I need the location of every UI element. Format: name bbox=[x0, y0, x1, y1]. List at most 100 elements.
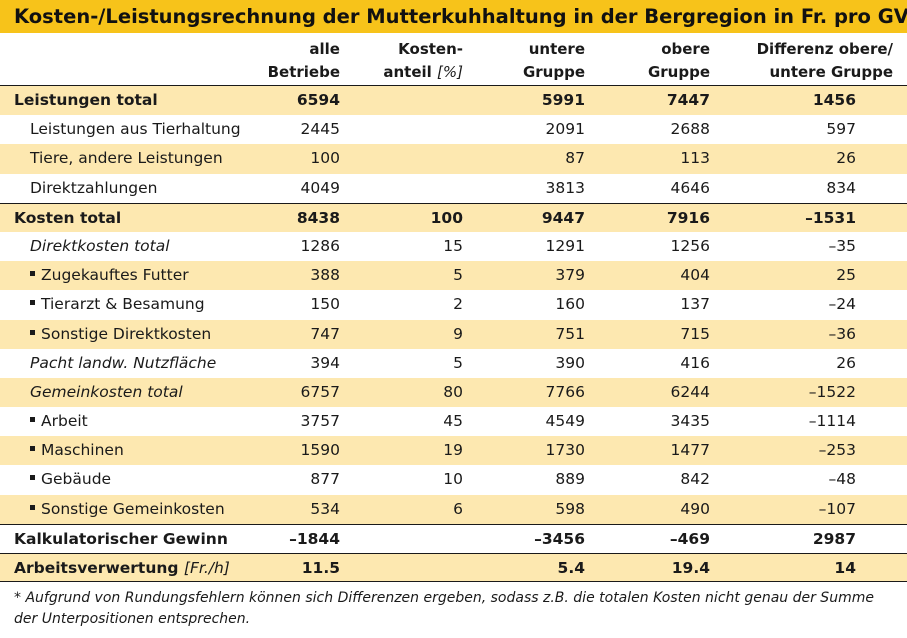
cell-differenz: 1456 bbox=[812, 91, 856, 109]
cell-kostenanteil: 2 bbox=[453, 295, 463, 314]
cell-differenz: 26 bbox=[836, 149, 856, 168]
cell-differenz: –48 bbox=[828, 470, 856, 489]
bullet-icon bbox=[30, 417, 35, 423]
cell-obere-gruppe: 113 bbox=[680, 149, 710, 168]
footnote: * Aufgrund von Rundungsfehlern können si… bbox=[14, 590, 874, 627]
cell-obere-gruppe: 6244 bbox=[670, 382, 710, 401]
cell-alle-betriebe: 4049 bbox=[300, 178, 340, 197]
row-zugekauftes-futter: Zugekauftes Futter 388 5 379 404 25 bbox=[0, 261, 907, 291]
table-header: alle Betriebe Kosten- anteil [%] untere … bbox=[0, 35, 907, 85]
cell-obere-gruppe: 2688 bbox=[670, 120, 710, 139]
cell-kostenanteil: 10 bbox=[443, 470, 463, 489]
cell-alle-betriebe: 877 bbox=[310, 470, 340, 489]
cell-kostenanteil: 45 bbox=[443, 412, 463, 431]
cell-differenz: –253 bbox=[818, 441, 856, 460]
cell-kostenanteil: 100 bbox=[430, 208, 463, 227]
cell-alle-betriebe: 1286 bbox=[300, 236, 340, 255]
row-leistungen-tierhaltung: Leistungen aus Tierhaltung 2445 2091 268… bbox=[0, 115, 907, 144]
cell-differenz: 14 bbox=[834, 559, 856, 577]
row-sonstige-gemeinkosten: Sonstige Gemeinkosten 534 6 598 490 –107 bbox=[0, 494, 907, 524]
cell-untere-gruppe: 2091 bbox=[545, 120, 585, 139]
cell-obere-gruppe: 4646 bbox=[670, 178, 710, 197]
bullet-icon bbox=[30, 475, 35, 481]
row-label: Sonstige Direktkosten bbox=[30, 320, 211, 349]
cell-obere-gruppe: 3435 bbox=[670, 412, 710, 431]
cell-alle-betriebe: 388 bbox=[310, 266, 340, 285]
row-label: Leistungen total bbox=[14, 91, 158, 109]
cell-kostenanteil: 6 bbox=[453, 499, 463, 518]
row-arbeit: Arbeit 3757 45 4549 3435 –1114 bbox=[0, 407, 907, 436]
cell-untere-gruppe: 390 bbox=[555, 353, 585, 372]
cell-obere-gruppe: 7447 bbox=[666, 91, 710, 109]
cell-differenz: –1114 bbox=[808, 412, 856, 431]
cell-differenz: –1531 bbox=[805, 208, 856, 227]
cell-differenz: –36 bbox=[828, 324, 856, 343]
row-label: Arbeitsverwertung [Fr./h] bbox=[14, 559, 230, 577]
cell-alle-betriebe: 6757 bbox=[300, 382, 340, 401]
table-title: Kosten-/Leistungsrechnung der Mutterkuhh… bbox=[0, 0, 907, 33]
header-obere-gruppe: obere Gruppe bbox=[647, 40, 710, 81]
cell-alle-betriebe: –1844 bbox=[289, 529, 340, 548]
cell-differenz: 2987 bbox=[812, 529, 856, 548]
row-tierarzt-besamung: Tierarzt & Besamung 150 2 160 137 –24 bbox=[0, 290, 907, 319]
row-arbeitsverwertung: Arbeitsverwertung [Fr./h] 11.5 5.4 19.4 … bbox=[0, 553, 907, 583]
cell-obere-gruppe: –469 bbox=[669, 529, 710, 548]
cell-differenz: –24 bbox=[828, 295, 856, 314]
cell-kostenanteil: 19 bbox=[443, 441, 463, 460]
cell-differenz: –1522 bbox=[808, 382, 856, 401]
cell-obere-gruppe: 715 bbox=[680, 324, 710, 343]
cell-untere-gruppe: 7766 bbox=[545, 382, 585, 401]
cell-alle-betriebe: 11.5 bbox=[301, 559, 340, 577]
row-maschinen: Maschinen 1590 19 1730 1477 –253 bbox=[0, 436, 907, 466]
row-gebaeude: Gebäude 877 10 889 842 –48 bbox=[0, 465, 907, 494]
cell-alle-betriebe: 150 bbox=[310, 295, 340, 314]
cell-differenz: 597 bbox=[826, 120, 856, 139]
cell-untere-gruppe: 751 bbox=[555, 324, 585, 343]
cell-untere-gruppe: 9447 bbox=[541, 208, 585, 227]
cell-differenz: 834 bbox=[826, 178, 856, 197]
cell-alle-betriebe: 534 bbox=[310, 499, 340, 518]
table-body: Leistungen total 6594 5991 7447 1456 Lei… bbox=[0, 86, 907, 583]
row-kalkulatorischer-gewinn: Kalkulatorischer Gewinn –1844 –3456 –469… bbox=[0, 523, 907, 553]
row-sonstige-direktkosten: Sonstige Direktkosten 747 9 751 715 –36 bbox=[0, 319, 907, 349]
cell-obere-gruppe: 137 bbox=[680, 295, 710, 314]
cell-obere-gruppe: 7916 bbox=[666, 208, 710, 227]
row-label: Sonstige Gemeinkosten bbox=[30, 495, 225, 524]
row-label: Gemeinkosten total bbox=[30, 382, 183, 401]
cell-untere-gruppe: 4549 bbox=[545, 412, 585, 431]
cell-alle-betriebe: 8438 bbox=[296, 208, 340, 227]
row-direktzahlungen: Direktzahlungen 4049 3813 4646 834 bbox=[0, 174, 907, 203]
cell-obere-gruppe: 19.4 bbox=[671, 559, 710, 577]
row-label: Kalkulatorischer Gewinn bbox=[14, 529, 228, 548]
cell-kostenanteil: 5 bbox=[453, 353, 463, 372]
cell-untere-gruppe: 160 bbox=[555, 295, 585, 314]
row-label: Tierarzt & Besamung bbox=[30, 290, 205, 319]
cell-obere-gruppe: 842 bbox=[680, 470, 710, 489]
cell-obere-gruppe: 490 bbox=[680, 499, 710, 518]
cell-untere-gruppe: 889 bbox=[555, 470, 585, 489]
cell-untere-gruppe: 87 bbox=[565, 149, 585, 168]
cell-obere-gruppe: 1256 bbox=[670, 236, 710, 255]
bullet-icon bbox=[30, 271, 35, 277]
row-kosten-total: Kosten total 8438 100 9447 7916 –1531 bbox=[0, 202, 907, 232]
bullet-icon bbox=[30, 504, 35, 510]
bullet-icon bbox=[30, 300, 35, 306]
cell-untere-gruppe: 1730 bbox=[545, 441, 585, 460]
cell-untere-gruppe: 598 bbox=[555, 499, 585, 518]
cell-kostenanteil: 9 bbox=[453, 324, 463, 343]
row-label: Arbeit bbox=[30, 407, 88, 436]
row-tiere-andere: Tiere, andere Leistungen 100 87 113 26 bbox=[0, 144, 907, 174]
cell-untere-gruppe: 1291 bbox=[545, 236, 585, 255]
cell-alle-betriebe: 6594 bbox=[296, 91, 340, 109]
row-pacht: Pacht landw. Nutzfläche 394 5 390 416 26 bbox=[0, 349, 907, 378]
header-differenz: Differenz obere/ untere Gruppe bbox=[756, 40, 893, 81]
cell-obere-gruppe: 1477 bbox=[670, 441, 710, 460]
cell-alle-betriebe: 2445 bbox=[300, 120, 340, 139]
cell-differenz: 26 bbox=[836, 353, 856, 372]
cell-untere-gruppe: 3813 bbox=[545, 178, 585, 197]
cell-untere-gruppe: –3456 bbox=[534, 529, 585, 548]
header-untere-gruppe: untere Gruppe bbox=[522, 40, 585, 81]
cell-untere-gruppe: 5991 bbox=[541, 91, 585, 109]
cell-alle-betriebe: 394 bbox=[310, 353, 340, 372]
